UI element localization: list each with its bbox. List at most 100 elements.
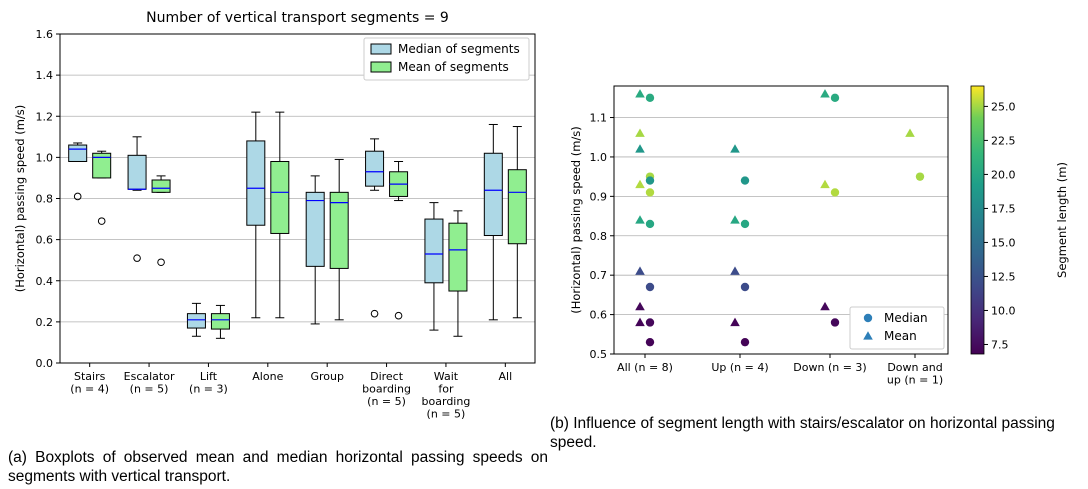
median-point [830, 188, 840, 197]
x-tick-label: Direct [370, 370, 404, 383]
box [270, 160, 290, 234]
outlier-point [97, 217, 106, 225]
colorbar-tick-label: 17.5 [991, 202, 1016, 215]
legend-swatch [370, 61, 392, 73]
x-tick-label: Lift [200, 370, 218, 383]
colorbar-tick-label: 12.5 [991, 270, 1016, 283]
median-point [740, 282, 750, 292]
colorbar-tick-label: 10.0 [991, 304, 1016, 317]
x-tick-label: All [498, 370, 512, 383]
box [448, 222, 468, 292]
box [483, 152, 503, 237]
x-tick-label: (n = 5) [130, 383, 169, 396]
median-point [740, 176, 750, 185]
mean-point [905, 128, 915, 137]
y-tick-label: 0.2 [36, 316, 54, 329]
colorbar-label: Segment length (m) [1055, 162, 1069, 278]
y-tick-label: 0.8 [36, 193, 54, 206]
y-tick-label: 0.4 [36, 275, 54, 288]
y-tick-label: 1.1 [590, 112, 608, 125]
x-tick-label: Down and [887, 361, 942, 374]
mean-point [820, 179, 830, 189]
x-tick-label: Stairs [74, 370, 106, 383]
mean-point [635, 215, 645, 224]
mean-point [635, 266, 645, 275]
colorbar-tick-label: 22.5 [991, 134, 1016, 147]
colorbar-tick-label: 15.0 [991, 236, 1016, 249]
y-tick-label: 1.0 [590, 151, 608, 164]
median-point [740, 337, 750, 347]
legend-label: Median [884, 311, 928, 325]
legend-box [849, 306, 945, 350]
box [68, 144, 88, 162]
outlier-point [73, 192, 82, 201]
mean-point [730, 266, 740, 275]
median-point [645, 93, 655, 103]
x-tick-label: Alone [252, 370, 283, 383]
outlier-point [394, 311, 403, 320]
outlier-point [157, 258, 165, 267]
colorbar-tick-label: 25.0 [991, 100, 1016, 113]
legend-label: Mean of segments [398, 60, 509, 74]
x-tick-label: (n = 5) [367, 395, 406, 408]
median-point [740, 219, 750, 229]
mean-point [635, 128, 645, 137]
mean-point [635, 179, 645, 189]
median-point [645, 188, 655, 197]
x-tick-label: (n = 5) [427, 408, 466, 421]
chart-title: Number of vertical transport segments = … [146, 10, 449, 26]
y-tick-label: 0.7 [590, 269, 608, 282]
plot-frame [59, 33, 536, 364]
x-tick-label: All (n = 8) [617, 361, 673, 374]
outlier-point [370, 309, 379, 318]
x-tick-label: (n = 3) [189, 383, 228, 396]
outlier-point [133, 254, 141, 262]
mean-point [820, 89, 830, 98]
box [210, 313, 230, 330]
box [507, 169, 527, 245]
median-point [645, 337, 655, 347]
y-tick-label: 1.2 [36, 110, 54, 123]
caption-b: (b) Influence of segment length with sta… [550, 415, 1055, 451]
box [305, 191, 325, 267]
box [151, 179, 171, 193]
y-tick-label: 0.9 [590, 190, 608, 203]
x-tick-label: for [438, 383, 454, 396]
box [365, 150, 385, 187]
boxplot-chart: Number of vertical transport segments = … [13, 10, 536, 421]
y-tick-label: 1.4 [36, 69, 54, 82]
mean-point [635, 301, 645, 311]
x-tick-label: Down (n = 3) [793, 361, 866, 374]
x-tick-label: up (n = 1) [887, 374, 943, 387]
y-axis-label: (Horizontal) passing speed (m/s) [569, 126, 583, 314]
box [186, 313, 206, 329]
plot-frame [613, 85, 949, 355]
y-tick-label: 1.6 [36, 28, 54, 41]
mean-point [730, 144, 740, 153]
caption-a: (a) Boxplots of observed mean and median… [8, 449, 548, 485]
legend-marker [863, 331, 873, 340]
legend-box [363, 37, 530, 81]
median-point [645, 282, 655, 292]
x-tick-label: Group [310, 370, 344, 383]
x-tick-label: Up (n = 4) [711, 361, 768, 374]
x-tick-label: boarding [422, 395, 471, 408]
legend-label: Mean [884, 329, 917, 343]
x-tick-label: boarding [362, 383, 411, 396]
x-tick-label: Escalator [124, 370, 175, 383]
box [92, 152, 112, 179]
y-tick-label: 0.8 [590, 230, 608, 243]
median-point [645, 219, 655, 229]
x-tick-label: Wait [434, 370, 459, 383]
median-point [830, 318, 840, 327]
box [329, 191, 349, 269]
colorbar-tick-label: 20.0 [991, 168, 1016, 181]
mean-point [730, 317, 740, 327]
y-tick-label: 0.0 [36, 357, 54, 370]
mean-point [820, 301, 830, 311]
legend-label: Median of segments [398, 42, 520, 56]
mean-point [635, 317, 645, 327]
mean-point [635, 144, 645, 153]
colorbar [970, 85, 985, 355]
box [424, 218, 444, 284]
